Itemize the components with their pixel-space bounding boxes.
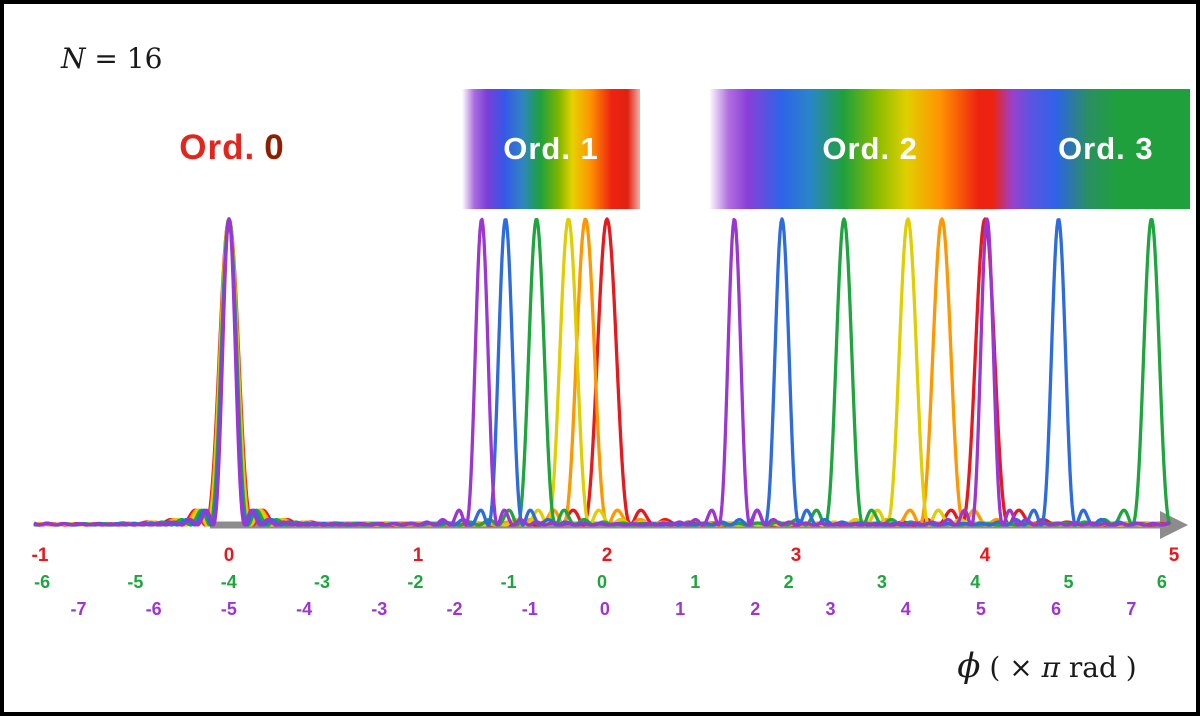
units-suffix: rad ): [1059, 651, 1137, 684]
tick-label-red: 2: [601, 545, 613, 566]
tick-label-green: -6: [34, 572, 51, 592]
order0-prefix: Ord.: [179, 128, 256, 167]
n-value: = 16: [85, 42, 163, 75]
axis-row-purple: -7 -6 -5 -4 -3 -2 -1 0 1 2 3 4 5 6 7: [4, 599, 1196, 621]
order0-number: 0: [264, 128, 285, 167]
tick-label-green: 1: [690, 572, 701, 592]
n-symbol: N: [61, 42, 86, 75]
tick-label-green: 0: [596, 572, 607, 592]
tick-label-purple: -4: [296, 599, 313, 619]
tick-label-purple: -1: [521, 599, 538, 619]
tick-label-red: 1: [412, 545, 424, 566]
tick-label-purple: -5: [220, 599, 237, 619]
band-ord1: Ord. 1: [462, 89, 640, 209]
tick-label-green: 4: [970, 572, 981, 592]
tick-label-purple: -3: [371, 599, 388, 619]
pi-symbol: π: [1041, 651, 1060, 684]
tick-label-purple: 2: [750, 599, 761, 619]
tick-label-green: 3: [876, 572, 887, 592]
order1-label: Ord. 1: [503, 131, 599, 166]
tick-label-red: 0: [223, 545, 235, 566]
tick-label-green: -5: [127, 572, 144, 592]
tick-label-purple: -7: [70, 599, 87, 619]
tick-label-red: 4: [979, 545, 991, 566]
tick-label-purple: 7: [1126, 599, 1137, 619]
tick-label-green: -3: [314, 572, 331, 592]
phi-symbol: ϕ: [957, 646, 981, 686]
tick-label-green: 6: [1156, 572, 1167, 592]
axis-row-green: -6 -5 -4 -3 -2 -1 0 1 2 3 4 5 6: [4, 572, 1196, 594]
order3-label: Ord. 3: [1058, 131, 1154, 166]
x-axis-title: ϕ ( × π rad ): [957, 646, 1136, 686]
tick-label-purple: -2: [446, 599, 463, 619]
tick-label-green: -4: [220, 572, 237, 592]
tick-label-green: 5: [1063, 572, 1074, 592]
n-slits-label: N = 16: [61, 42, 162, 75]
tick-label-purple: 6: [1051, 599, 1062, 619]
tick-label-purple: 5: [975, 599, 986, 619]
tick-label-purple: 1: [675, 599, 686, 619]
tick-label-purple: -6: [145, 599, 162, 619]
tick-label-green: 2: [783, 572, 794, 592]
band-ord23: Ord. 2 Ord. 3: [709, 89, 1190, 209]
tick-label-purple: 3: [825, 599, 836, 619]
tick-label-purple: 4: [900, 599, 911, 619]
tick-label-green: -2: [407, 572, 424, 592]
diffraction-plot: [33, 217, 1188, 539]
axis-row-red: -1 0 1 2 3 4 5: [4, 545, 1196, 567]
series-purple: [33, 217, 1171, 527]
tick-label-red: 5: [1168, 545, 1180, 566]
units-prefix: ( ×: [980, 651, 1042, 684]
tick-label-red: 3: [790, 545, 802, 566]
tick-label-purple: 0: [599, 599, 610, 619]
tick-label-green: -1: [500, 572, 517, 592]
tick-label-red: -1: [31, 545, 49, 566]
order2-label: Ord. 2: [822, 131, 918, 166]
order0-label: Ord. 0: [179, 128, 284, 168]
